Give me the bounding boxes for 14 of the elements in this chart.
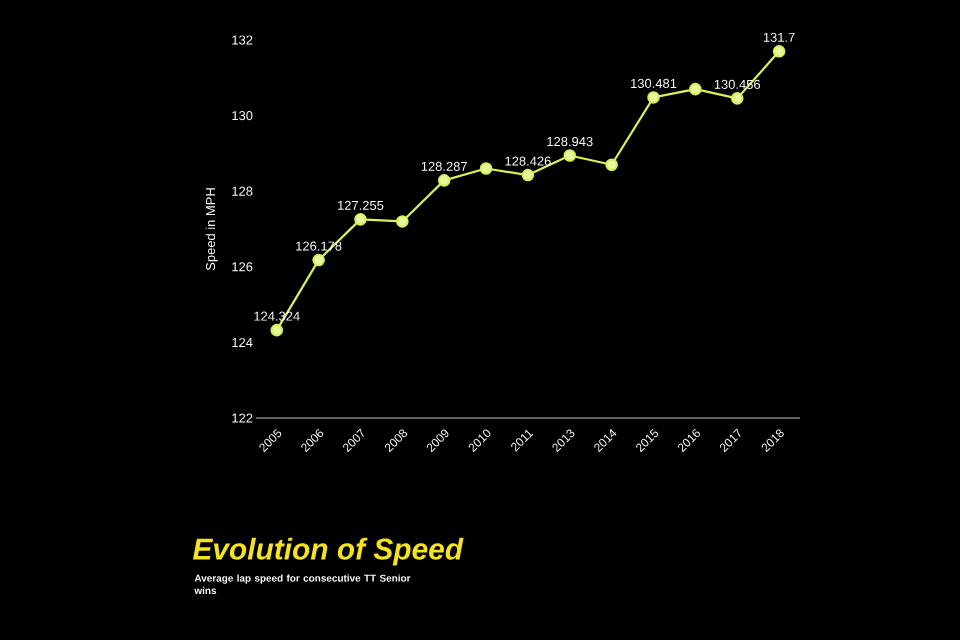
point [437,174,451,187]
point [563,149,577,162]
point [312,253,325,267]
point [270,323,284,337]
point [521,168,535,182]
point [354,213,367,226]
point [479,162,493,175]
point [647,91,660,104]
point [605,158,618,172]
point [730,92,744,105]
point [396,215,409,228]
point [772,45,786,58]
point [689,82,702,96]
text: Evolution of Speed [192,537,464,566]
